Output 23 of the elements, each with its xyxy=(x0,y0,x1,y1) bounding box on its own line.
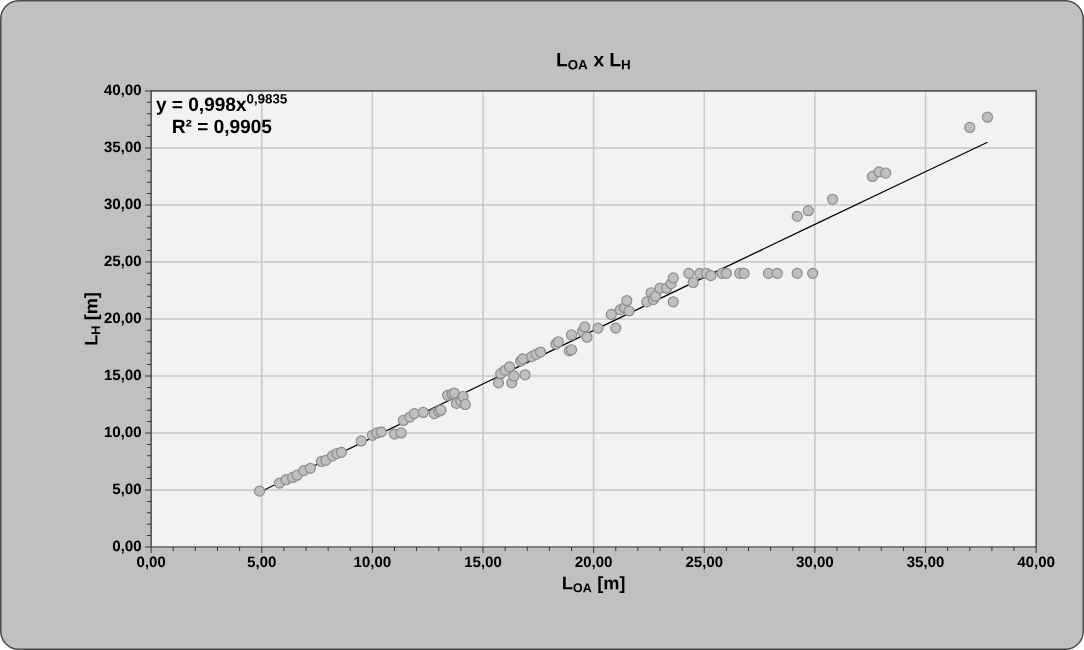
annotation: y = 0,998x$^{0,9835}$ xyxy=(156,94,287,115)
y-tick-label: 25,00 xyxy=(104,255,141,269)
y-tick-label: 5,00 xyxy=(112,483,141,497)
x-tick-label: 20,00 xyxy=(575,556,612,570)
x-axis-title: L$_{OA}$ [m] xyxy=(563,576,625,594)
y-tick-label: 0,00 xyxy=(112,540,141,554)
x-tick-label: 15,00 xyxy=(465,556,502,570)
x-tick-label: 35,00 xyxy=(907,556,944,570)
y-tick-label: 10,00 xyxy=(104,426,141,440)
y-tick-label: 35,00 xyxy=(104,141,141,155)
x-tick-label: 25,00 xyxy=(685,556,723,570)
x-tick-label: 40,00 xyxy=(1017,556,1055,570)
y-tick-label: 15,00 xyxy=(104,369,141,383)
x-tick-label: 5,00 xyxy=(247,556,276,570)
y-axis-title: L$_{H}$ [m] xyxy=(84,293,102,345)
y-tick-label: 20,00 xyxy=(104,312,141,326)
y-tick-label: 40,00 xyxy=(104,84,141,98)
y-tick-label: 30,00 xyxy=(104,198,141,212)
annotation: R² = 0,9905 xyxy=(173,119,272,136)
x-tick-label: 10,00 xyxy=(354,556,391,570)
x-tick-label: 0,00 xyxy=(137,556,166,570)
chart-title: L$_{OA}$ x L$_{H}$ xyxy=(557,53,630,70)
x-tick-label: 30,00 xyxy=(796,556,834,570)
